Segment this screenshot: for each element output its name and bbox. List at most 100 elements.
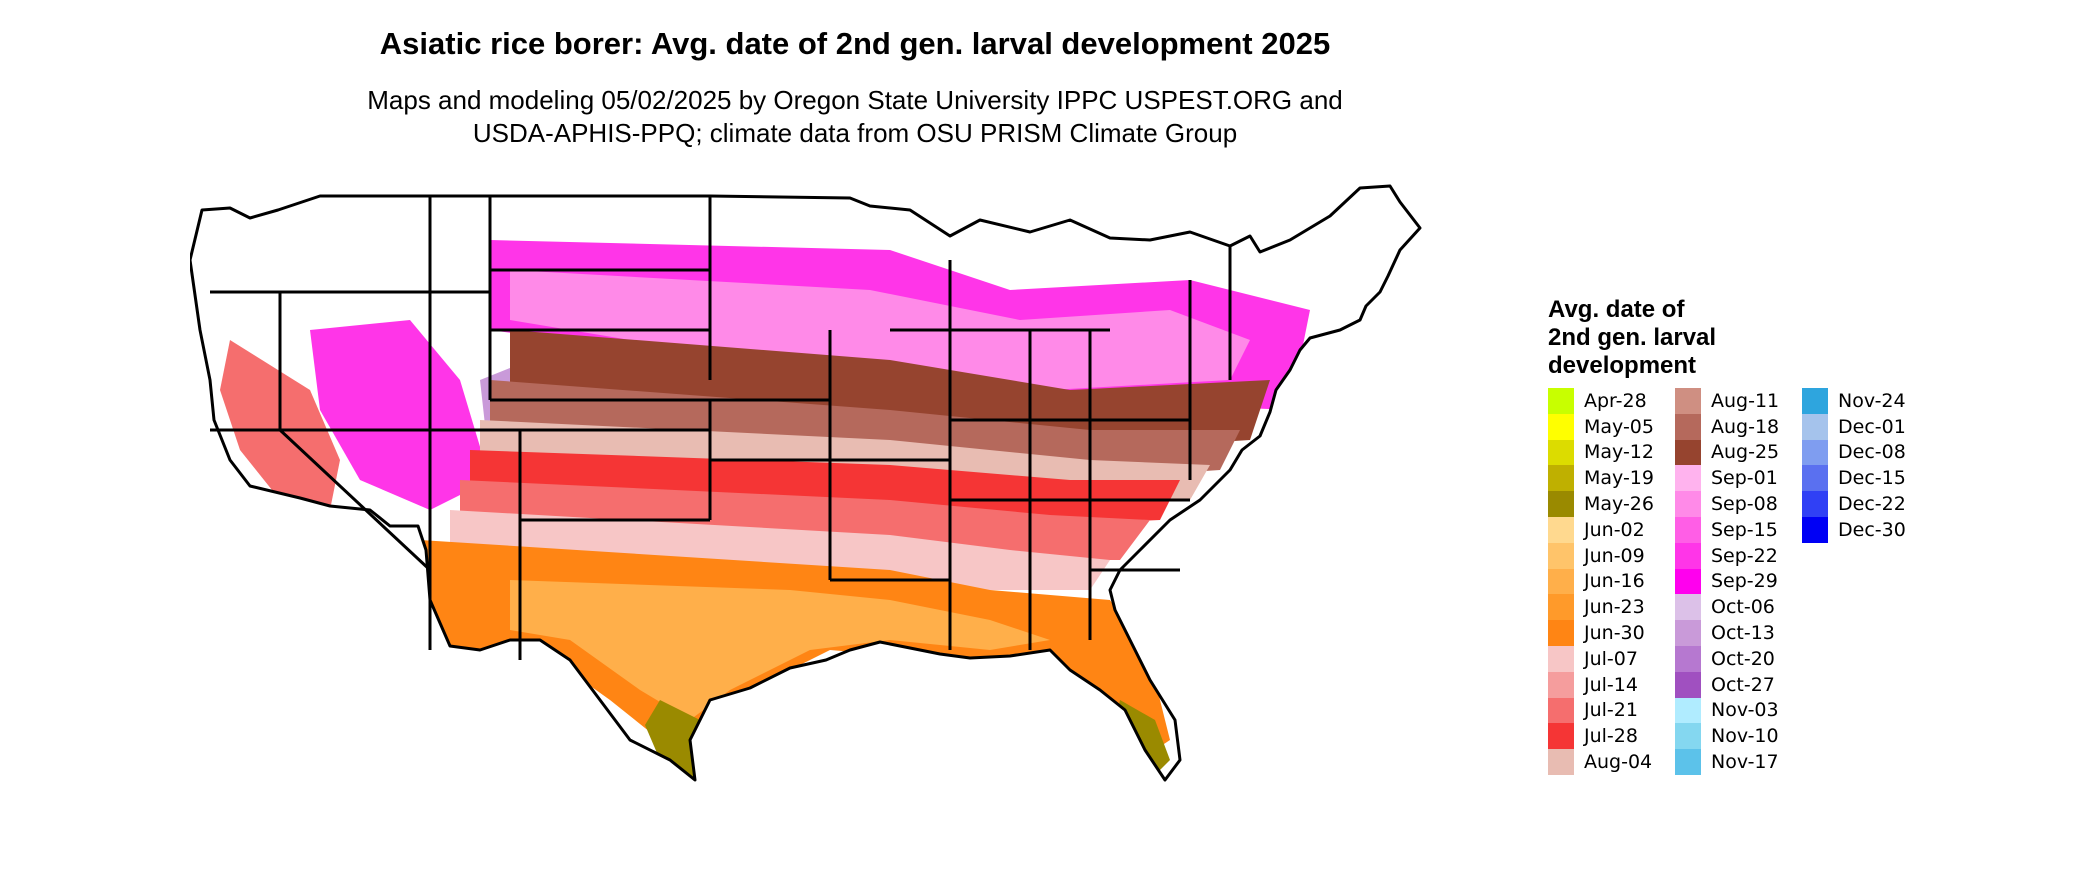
legend-swatch — [1548, 388, 1574, 414]
subtitle-line-1: Maps and modeling 05/02/2025 by Oregon S… — [367, 85, 1343, 115]
legend-item: May-26 — [1548, 491, 1675, 517]
legend-item: Sep-01 — [1675, 465, 1802, 492]
legend-swatch — [1548, 439, 1574, 466]
legend-item: Aug-04 — [1548, 749, 1675, 775]
legend-item: Jun-16 — [1548, 568, 1675, 595]
legend-label: Oct-27 — [1711, 673, 1775, 696]
legend-label: Apr-28 — [1584, 389, 1647, 412]
legend-swatch — [1548, 723, 1574, 750]
band-jun-16 — [510, 580, 1050, 720]
legend-item: Jun-02 — [1548, 516, 1675, 543]
legend-label: Oct-20 — [1711, 647, 1775, 670]
legend-swatch — [1675, 620, 1701, 646]
legend-title-line-1: Avg. date of — [1548, 296, 1685, 323]
legend-label: Sep-01 — [1711, 467, 1778, 490]
legend-swatch — [1548, 491, 1574, 517]
legend-label: Dec-30 — [1838, 518, 1906, 541]
legend-swatch — [1548, 671, 1574, 698]
legend-swatch — [1802, 491, 1828, 517]
legend-swatch — [1548, 568, 1574, 595]
legend-label: Sep-29 — [1711, 570, 1778, 593]
legend-label: May-12 — [1584, 441, 1654, 464]
legend-swatch — [1548, 413, 1574, 440]
legend-item: Jul-14 — [1548, 671, 1675, 698]
legend-swatch — [1802, 388, 1828, 414]
legend-label: Jul-07 — [1584, 647, 1638, 670]
legend: Avg. date of 2nd gen. larval development… — [1548, 296, 2068, 816]
legend-swatch — [1675, 516, 1701, 543]
legend-item: Oct-13 — [1675, 620, 1802, 646]
legend-item: Jul-28 — [1548, 723, 1675, 750]
legend-label: Jul-28 — [1584, 725, 1638, 748]
legend-swatch — [1802, 439, 1828, 466]
legend-label: Nov-03 — [1711, 699, 1779, 722]
legend-item: Nov-10 — [1675, 723, 1802, 750]
legend-item: Dec-15 — [1802, 465, 1929, 492]
legend-swatch — [1675, 465, 1701, 492]
legend-item: Oct-20 — [1675, 645, 1802, 672]
legend-label: Jun-16 — [1584, 570, 1645, 593]
legend-swatch — [1675, 723, 1701, 750]
legend-label: Dec-08 — [1838, 441, 1906, 464]
legend-title-line-2: 2nd gen. larval — [1548, 324, 1717, 351]
legend-item: Jul-07 — [1548, 645, 1675, 672]
legend-item: Aug-25 — [1675, 439, 1802, 466]
legend-item: Apr-28 — [1548, 388, 1675, 414]
legend-label: Jun-02 — [1584, 518, 1645, 541]
legend-swatch — [1675, 671, 1701, 698]
legend-item: Sep-22 — [1675, 542, 1802, 569]
legend-label: Jun-30 — [1584, 622, 1645, 645]
legend-label: Aug-04 — [1584, 751, 1653, 774]
legend-swatch — [1802, 413, 1828, 440]
legend-swatch — [1675, 749, 1701, 775]
legend-label: Jul-14 — [1584, 673, 1638, 696]
state-border — [278, 428, 432, 572]
legend-item: Jun-30 — [1548, 620, 1675, 646]
legend-label: Nov-17 — [1711, 751, 1779, 774]
legend-swatch — [1548, 645, 1574, 672]
legend-item: Oct-27 — [1675, 671, 1802, 698]
legend-item: Nov-17 — [1675, 749, 1802, 775]
band-west-sep — [310, 320, 490, 510]
legend-swatch — [1675, 439, 1701, 466]
legend-label: Jun-23 — [1584, 596, 1645, 619]
legend-label: Sep-08 — [1711, 493, 1778, 516]
legend-item: Sep-29 — [1675, 568, 1802, 595]
legend-item: Oct-06 — [1675, 594, 1802, 621]
legend-item: Dec-22 — [1802, 491, 1929, 517]
legend-swatch — [1675, 568, 1701, 595]
legend-swatch — [1675, 413, 1701, 440]
legend-item: Jul-21 — [1548, 697, 1675, 724]
legend-title: Avg. date of 2nd gen. larval development — [1548, 296, 1778, 380]
legend-item: Dec-01 — [1802, 413, 1929, 440]
legend-label: May-05 — [1584, 415, 1654, 438]
legend-label: Sep-22 — [1711, 544, 1778, 567]
us-map-svg — [190, 184, 1422, 782]
legend-label: Jun-09 — [1584, 544, 1645, 567]
map-title: Asiatic rice borer: Avg. date of 2nd gen… — [379, 26, 1331, 61]
legend-item: Jun-23 — [1548, 594, 1675, 621]
legend-swatch — [1548, 465, 1574, 492]
legend-item: May-12 — [1548, 439, 1675, 466]
legend-column: Nov-24 Dec-01 Dec-08 Dec-15 Dec-22 Dec-30 — [1802, 388, 1929, 775]
legend-swatch — [1548, 697, 1574, 724]
legend-swatch — [1675, 388, 1701, 414]
legend-label: Aug-25 — [1711, 441, 1780, 464]
national-border — [190, 184, 1422, 782]
state-borders — [190, 184, 1422, 782]
legend-label: Sep-15 — [1711, 518, 1778, 541]
legend-item: Dec-08 — [1802, 439, 1929, 466]
legend-label: Aug-11 — [1711, 389, 1780, 412]
legend-swatch — [1548, 516, 1574, 543]
legend-title-line-3: development — [1548, 352, 1697, 379]
legend-item: Nov-03 — [1675, 697, 1802, 724]
band-aug-18 — [490, 380, 1240, 480]
legend-label: Nov-24 — [1838, 389, 1906, 412]
legend-item: Jun-09 — [1548, 542, 1675, 569]
legend-label: May-26 — [1584, 493, 1654, 516]
legend-item: Aug-18 — [1675, 413, 1802, 440]
legend-swatch — [1675, 491, 1701, 517]
legend-label: Nov-10 — [1711, 725, 1779, 748]
band-sep-08 — [510, 270, 1250, 390]
legend-swatch — [1802, 465, 1828, 492]
